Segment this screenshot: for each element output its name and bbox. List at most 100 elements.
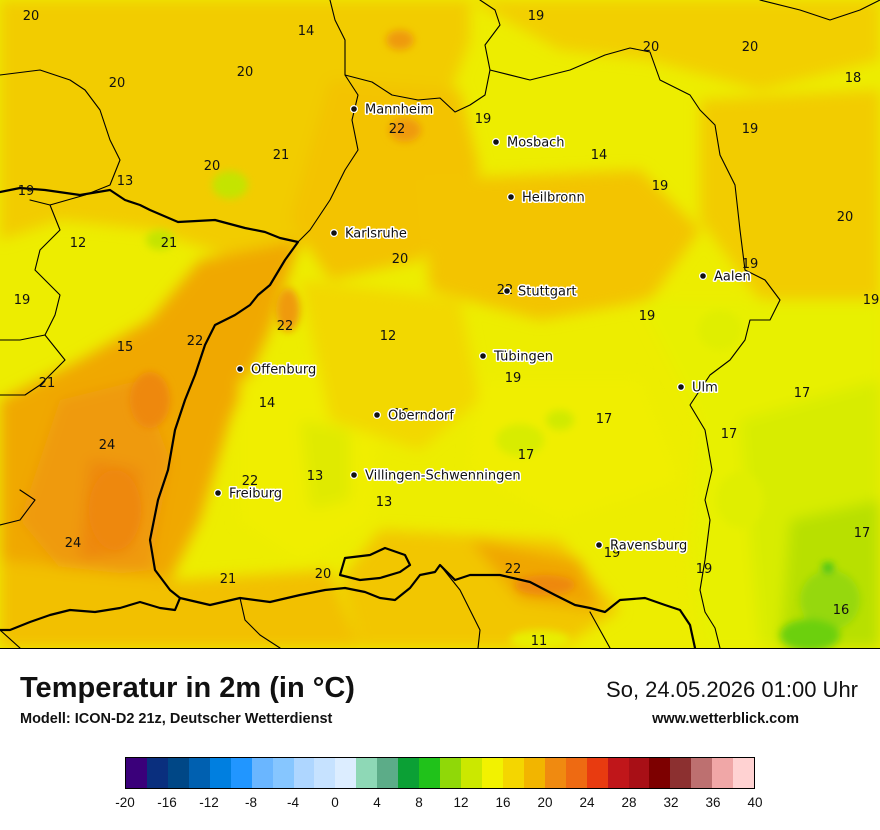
city-oberndorf[interactable]: Oberndorf <box>373 407 456 425</box>
scale-tick-label: 8 <box>415 795 423 810</box>
scale-swatch <box>691 758 713 788</box>
temperature-value: 16 <box>833 603 850 618</box>
scale-tick-label: 4 <box>373 795 381 810</box>
temperature-value: 22 <box>187 334 204 349</box>
city-offenburg[interactable]: Offenburg <box>236 361 318 379</box>
scale-swatch <box>335 758 357 788</box>
temperature-value: 24 <box>65 536 82 551</box>
temperature-value: 21 <box>220 572 237 587</box>
temperature-value: 22 <box>242 474 259 489</box>
city-label: Mosbach <box>507 136 565 151</box>
scale-tick-label: 0 <box>331 795 339 810</box>
temperature-value: 12 <box>380 329 397 344</box>
scale-tick-label: 12 <box>453 795 469 810</box>
scale-swatch <box>356 758 378 788</box>
temperature-field <box>0 0 880 648</box>
city-mannheim[interactable]: Mannheim <box>350 101 435 119</box>
city-label: Stuttgart <box>518 285 576 300</box>
city-dot <box>503 287 512 296</box>
city-dot <box>479 352 488 361</box>
city-ulm[interactable]: Ulm <box>676 379 719 397</box>
temperature-value: 13 <box>117 174 134 189</box>
scale-swatch <box>272 758 294 788</box>
city-ravensburg[interactable]: Ravensburg <box>594 537 689 555</box>
scale-tick-label: 36 <box>705 795 721 810</box>
city-dot <box>330 229 339 238</box>
temperature-value: 16 <box>393 407 410 422</box>
city-dot <box>594 540 603 549</box>
city-dot <box>492 138 501 147</box>
city-label: Mannheim <box>365 103 433 118</box>
scale-swatch <box>126 758 147 788</box>
temperature-value: 22 <box>389 122 406 137</box>
scale-tick-label: 24 <box>579 795 595 810</box>
city-villingen-schwenningen[interactable]: Villingen-Schwenningen <box>350 467 522 485</box>
scale-swatch <box>670 758 692 788</box>
map-canvas: 20 14 19 20 20 18 20 20 22 19 19 21 14 20 13 19 19 20 12 21… <box>0 0 880 648</box>
city-t-bingen[interactable]: Tübingen <box>479 348 555 366</box>
temperature-value: 20 <box>237 65 254 80</box>
city-dot <box>507 193 516 202</box>
city-label: Aalen <box>714 270 751 285</box>
scale-swatch <box>586 758 608 788</box>
scale-tick-label: -20 <box>115 795 135 810</box>
city-mosbach[interactable]: Mosbach <box>492 134 566 152</box>
temperature-value: 20 <box>837 210 854 225</box>
city-dot <box>214 489 223 498</box>
scale-swatch <box>502 758 524 788</box>
scale-swatch <box>544 758 566 788</box>
scale-swatch <box>565 758 587 788</box>
city-label: Villingen-Schwenningen <box>365 469 521 484</box>
temperature-value: 17 <box>518 448 535 463</box>
scale-swatch <box>440 758 461 788</box>
temperature-value: 20 <box>392 252 409 267</box>
borders <box>0 0 880 648</box>
scale-swatch <box>628 758 650 788</box>
city-dot <box>350 104 359 113</box>
temperature-value: 19 <box>505 371 522 386</box>
city-karlsruhe[interactable]: Karlsruhe <box>330 225 408 243</box>
temperature-value: 22 <box>505 562 522 577</box>
scale-swatch <box>712 758 734 788</box>
scale-tick-label: 40 <box>747 795 763 810</box>
scale-tick-label: -12 <box>199 795 219 810</box>
temperature-value: 24 <box>99 438 116 453</box>
city-dot <box>698 272 707 281</box>
temperature-value: 19 <box>742 257 759 272</box>
temperature-value: 19 <box>18 184 35 199</box>
city-freiburg[interactable]: Freiburg <box>214 485 284 503</box>
city-dot <box>236 365 245 374</box>
scale-swatch <box>481 758 503 788</box>
city-label: Ravensburg <box>610 539 687 554</box>
color-scale-legend <box>125 757 755 789</box>
temperature-map[interactable]: 20 14 19 20 20 18 20 20 22 19 19 21 14 20 13 19 19 20 12 21… <box>0 0 880 649</box>
scale-swatch <box>607 758 629 788</box>
scale-tick-label: 32 <box>663 795 679 810</box>
scale-swatch <box>230 758 252 788</box>
temperature-value: 13 <box>376 495 393 510</box>
temperature-value: 21 <box>39 376 56 391</box>
city-aalen[interactable]: Aalen <box>698 268 752 286</box>
city-label: Heilbronn <box>522 191 585 206</box>
scale-swatch <box>733 758 755 788</box>
city-dot <box>350 471 359 480</box>
temperature-value: 19 <box>696 562 713 577</box>
temperature-value: 20 <box>643 40 660 55</box>
city-markers: Mannheim Mosbach Heilbronn Karlsruhe Stuttga… <box>214 101 752 555</box>
scale-swatch <box>649 758 671 788</box>
temperature-value: 14 <box>591 148 608 163</box>
temperature-value: 15 <box>117 340 134 355</box>
temperature-value: 14 <box>259 396 276 411</box>
scale-swatch <box>314 758 336 788</box>
city-heilbronn[interactable]: Heilbronn <box>507 189 586 207</box>
temperature-value: 19 <box>604 546 621 561</box>
temperature-value: 19 <box>475 112 492 127</box>
city-label: Karlsruhe <box>345 227 407 242</box>
temperature-value: 17 <box>721 427 738 442</box>
temperature-value: 12 <box>70 236 87 251</box>
temperature-value: 13 <box>307 469 324 484</box>
website-link[interactable]: www.wetterblick.com <box>652 711 799 727</box>
city-label: Ulm <box>692 381 718 396</box>
temperature-value: 17 <box>794 386 811 401</box>
city-stuttgart[interactable]: Stuttgart <box>503 283 578 301</box>
